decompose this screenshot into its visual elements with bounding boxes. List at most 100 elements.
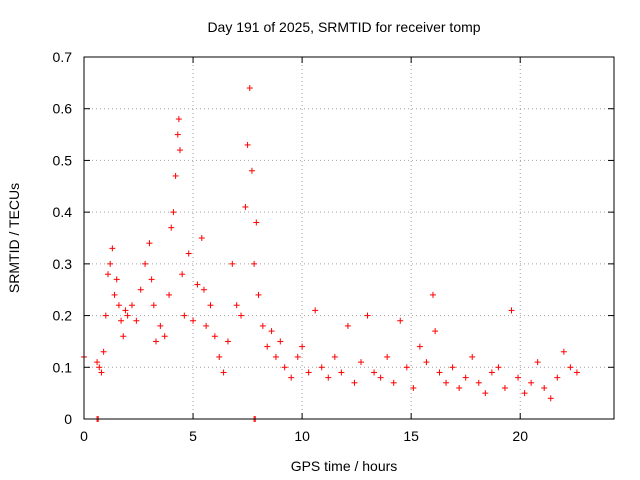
data-point bbox=[242, 203, 249, 210]
data-point bbox=[416, 343, 423, 350]
data-point bbox=[288, 374, 295, 381]
data-point bbox=[181, 312, 188, 319]
data-point bbox=[338, 369, 345, 376]
x-tick-label: 15 bbox=[403, 428, 419, 444]
data-point bbox=[96, 364, 103, 371]
data-point bbox=[264, 343, 271, 350]
data-point bbox=[456, 384, 463, 391]
data-point bbox=[124, 312, 131, 319]
data-point bbox=[109, 245, 116, 252]
data-point bbox=[104, 271, 111, 278]
data-point bbox=[166, 291, 173, 298]
data-point bbox=[299, 343, 306, 350]
data-point bbox=[560, 348, 567, 355]
data-point bbox=[547, 395, 554, 402]
data-point bbox=[113, 276, 120, 283]
data-point bbox=[157, 322, 164, 329]
plot-frame bbox=[83, 56, 615, 420]
data-point bbox=[331, 353, 338, 360]
data-point bbox=[238, 312, 245, 319]
data-point bbox=[98, 369, 105, 376]
data-point bbox=[318, 364, 325, 371]
data-point bbox=[115, 302, 122, 309]
grid bbox=[84, 57, 614, 419]
data-point bbox=[150, 302, 157, 309]
data-point bbox=[325, 374, 332, 381]
data-point bbox=[469, 353, 476, 360]
data-point bbox=[305, 369, 312, 376]
data-point bbox=[364, 312, 371, 319]
data-point bbox=[146, 240, 153, 247]
data-point bbox=[137, 286, 144, 293]
data-point bbox=[111, 291, 118, 298]
data-point bbox=[403, 364, 410, 371]
x-tick-label: 10 bbox=[294, 428, 310, 444]
y-tick-label: 0.3 bbox=[53, 256, 73, 272]
data-point bbox=[482, 390, 489, 397]
data-point bbox=[294, 353, 301, 360]
data-point bbox=[268, 328, 275, 335]
data-point bbox=[554, 374, 561, 381]
data-point bbox=[200, 286, 207, 293]
data-point bbox=[198, 235, 205, 241]
x-tick-label: 5 bbox=[189, 428, 197, 444]
data-point bbox=[133, 317, 140, 324]
data-point bbox=[501, 384, 508, 391]
data-point bbox=[495, 364, 502, 371]
chart-title: Day 191 of 2025, SRMTID for receiver tom… bbox=[207, 19, 480, 35]
data-point bbox=[194, 281, 201, 288]
x-tick-label: 0 bbox=[80, 428, 88, 444]
x-tick-label: 20 bbox=[512, 428, 528, 444]
y-axis-label: SRMTID / TECUs bbox=[6, 183, 22, 293]
data-point bbox=[259, 322, 266, 329]
data-point bbox=[390, 379, 397, 386]
data-point bbox=[142, 260, 149, 267]
data-point bbox=[107, 260, 114, 267]
data-point bbox=[120, 333, 127, 340]
y-tick-label: 0 bbox=[64, 411, 72, 427]
data-point bbox=[429, 291, 436, 298]
data-point bbox=[272, 353, 279, 360]
data-point bbox=[281, 364, 288, 371]
data-point bbox=[102, 312, 109, 319]
data-point bbox=[528, 379, 535, 386]
data-point bbox=[251, 260, 258, 267]
data-point bbox=[244, 141, 251, 148]
y-tick-label: 0.1 bbox=[53, 359, 73, 375]
data-point bbox=[488, 369, 495, 376]
data-point bbox=[148, 276, 155, 283]
data-point bbox=[233, 302, 240, 309]
data-point bbox=[94, 359, 101, 366]
data-point bbox=[174, 131, 181, 138]
data-point bbox=[224, 338, 231, 345]
data-point bbox=[100, 348, 107, 355]
y-tick-label: 0.5 bbox=[53, 152, 73, 168]
data-point bbox=[534, 359, 541, 366]
data-point bbox=[176, 147, 183, 154]
data-point bbox=[118, 317, 125, 324]
data-point bbox=[179, 271, 186, 278]
data-point bbox=[277, 338, 284, 345]
data-point bbox=[170, 209, 177, 216]
data-point bbox=[449, 364, 456, 371]
data-point bbox=[172, 172, 179, 179]
data-point bbox=[423, 359, 430, 366]
data-point bbox=[216, 353, 223, 360]
data-point bbox=[152, 338, 159, 345]
data-point bbox=[475, 379, 482, 386]
data-point bbox=[567, 364, 574, 371]
data-point bbox=[541, 384, 548, 391]
data-point bbox=[344, 322, 351, 329]
data-point bbox=[443, 379, 450, 386]
data-point bbox=[410, 384, 417, 391]
data-point bbox=[190, 317, 197, 324]
y-tick-label: 0.4 bbox=[53, 204, 73, 220]
data-points bbox=[81, 85, 580, 422]
data-point bbox=[462, 374, 469, 381]
data-point bbox=[229, 260, 236, 267]
x-axis-label: GPS time / hours bbox=[291, 458, 398, 474]
data-point bbox=[211, 333, 218, 340]
y-tick-label: 0.6 bbox=[53, 101, 73, 117]
data-point bbox=[436, 369, 443, 376]
